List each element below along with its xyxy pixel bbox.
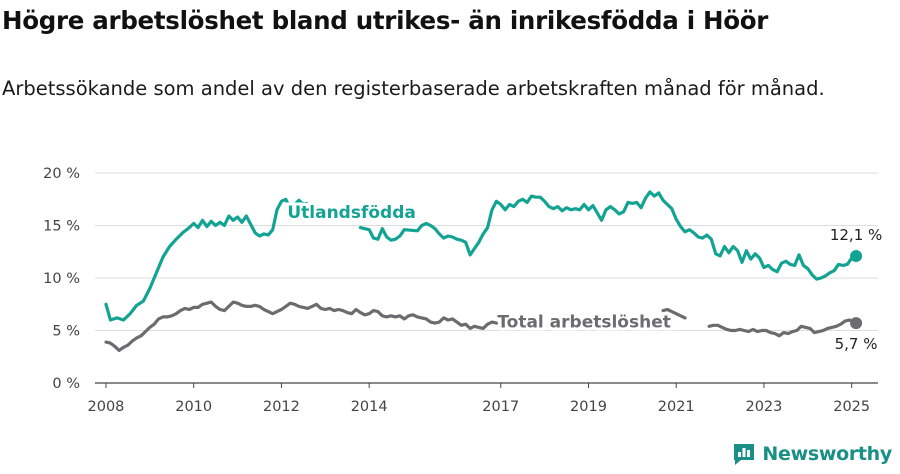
- x-axis: 2008 2010 2012 2014 2017 2019 2021 2023 2025: [88, 383, 870, 415]
- y-tick-label: 0 %: [52, 376, 80, 392]
- end-label-utlandsfodda: 12,1 %: [830, 226, 882, 244]
- newsworthy-logo-icon: [734, 444, 755, 465]
- y-tick-label: 15 %: [43, 219, 80, 235]
- chart-title: Högre arbetslöshet bland utrikes- än inr…: [2, 6, 769, 35]
- y-tick-label: 5 %: [52, 324, 80, 340]
- series-line-total: [707, 318, 858, 338]
- grid-lines: [95, 172, 878, 384]
- x-tick-label: 2023: [745, 399, 782, 415]
- series-line-utlandsfodda: [104, 197, 314, 322]
- series-labels: 12,1 % 5,7 % Utlandsfödda Total arbetslöshe…: [284, 200, 882, 353]
- series-label-utlandsfodda: Utlandsfödda: [287, 203, 416, 223]
- y-tick-label: 20 %: [43, 166, 80, 182]
- y-tick-label: 10 %: [43, 271, 80, 287]
- chart-subtitle: Arbetssökande som andel av den registerb…: [2, 77, 825, 100]
- series-label-total: Total arbetslöshet: [497, 312, 671, 332]
- x-tick-label: 2010: [175, 399, 212, 415]
- newsworthy-logo: Newsworthy: [732, 439, 892, 469]
- brand-name: Newsworthy: [762, 443, 892, 465]
- series-line-total: [104, 300, 498, 352]
- x-tick-label: 2025: [833, 399, 870, 415]
- x-tick-label: 2008: [88, 399, 125, 415]
- x-tick-label: 2014: [351, 399, 388, 415]
- series-line-utlandsfodda: [358, 190, 858, 281]
- x-tick-label: 2017: [482, 399, 519, 415]
- end-point-total: [850, 317, 863, 330]
- series-lines: [104, 190, 863, 352]
- end-label-total: 5,7 %: [835, 335, 878, 353]
- y-axis: 0 % 5 % 10 % 15 % 20 %: [43, 166, 80, 392]
- x-tick-label: 2021: [658, 399, 695, 415]
- x-tick-label: 2019: [570, 399, 607, 415]
- x-tick-label: 2012: [263, 399, 300, 415]
- end-point-utlandsfodda: [850, 249, 863, 262]
- series-line-total: [661, 307, 687, 320]
